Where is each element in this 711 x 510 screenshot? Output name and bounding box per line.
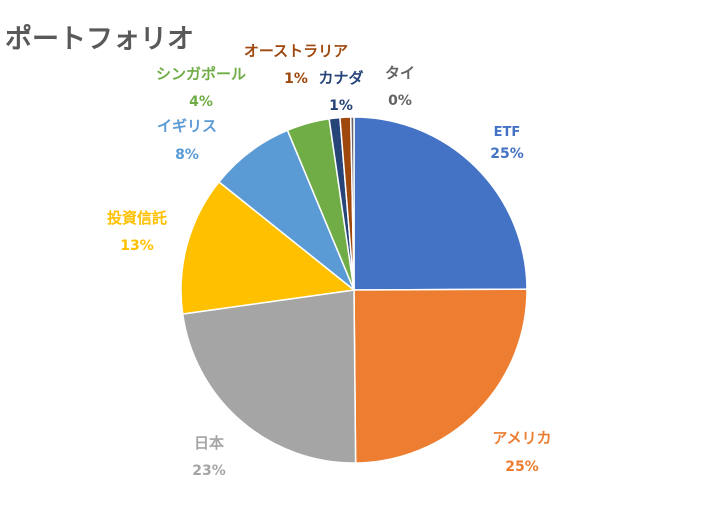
data-label-name: シンガポール [156, 65, 246, 83]
data-label-value: 23% [192, 463, 226, 479]
data-label-value: 1% [284, 71, 308, 87]
data-label-investment-trust: 投資信託 13% [107, 209, 167, 254]
data-label-name: カナダ [318, 69, 363, 87]
data-label-singapore: シンガポール 4% [156, 65, 246, 110]
pie-slices [180, 116, 528, 464]
pie-slice-investment-trust [180, 180, 356, 315]
pie-slice-america [353, 288, 528, 464]
data-label-name: 投資信託 [107, 209, 167, 227]
data-label-australia: オーストラリア 1% [244, 42, 348, 87]
data-label-value: 0% [388, 93, 412, 109]
data-label-canada: カナダ 1% [318, 69, 363, 114]
data-label-name: アメリカ [492, 429, 551, 447]
data-label-uk: イギリス 8% [157, 117, 217, 163]
data-label-value: 25% [490, 146, 524, 162]
data-label-america: アメリカ 25% [492, 429, 551, 475]
chart-title: ポートフォリオ [5, 24, 194, 55]
data-label-value: 1% [329, 98, 353, 114]
pie-slice-japan [181, 289, 357, 464]
data-label-thailand: タイ 0% [385, 64, 415, 109]
data-label-name: イギリス [157, 117, 217, 135]
data-label-value: 13% [120, 238, 154, 254]
data-label-name: ETF [494, 125, 521, 140]
data-label-japan: 日本 23% [192, 434, 226, 479]
data-label-name: タイ [385, 64, 415, 82]
data-label-name: 日本 [194, 434, 224, 452]
data-label-value: 25% [505, 459, 539, 475]
pie-slice-thailand [349, 116, 355, 291]
data-label-value: 8% [175, 147, 199, 163]
data-label-etf: ETF 25% [490, 125, 524, 162]
data-label-value: 4% [189, 94, 213, 110]
data-label-name: オーストラリア [244, 42, 348, 60]
pie-slice-etf [353, 116, 528, 291]
